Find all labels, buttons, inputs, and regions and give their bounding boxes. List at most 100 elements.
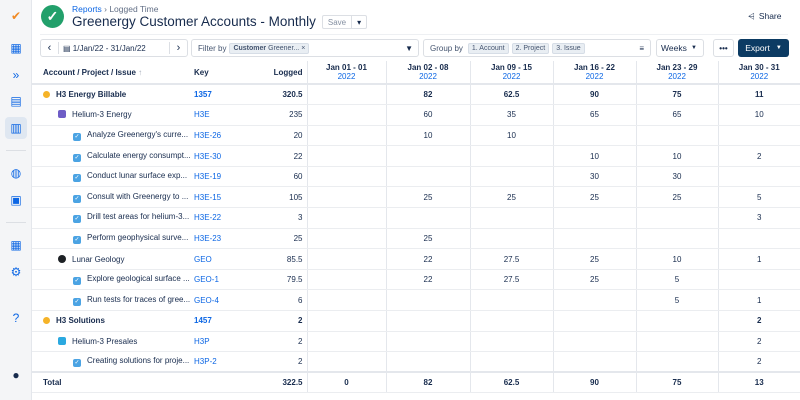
week-cell[interactable]: 25 [385, 186, 470, 209]
user-icon[interactable]: ▣ [10, 193, 22, 207]
week-cell[interactable] [552, 331, 636, 353]
sort-icon[interactable]: ↑ [138, 67, 143, 77]
week-cell[interactable] [717, 125, 800, 147]
week-cell[interactable] [306, 228, 386, 250]
table-row-account[interactable]: H3 Solutions 1457 2 2 [32, 310, 800, 332]
week-cell[interactable]: 10 [717, 104, 800, 126]
app-logo-icon[interactable]: ✔ [10, 9, 22, 23]
save-button[interactable]: Save [327, 17, 347, 27]
week-cell[interactable]: 2 [717, 145, 800, 167]
week-cell[interactable] [306, 351, 386, 373]
calendar-icon[interactable]: ▦ [10, 41, 22, 55]
week-cell[interactable]: 65 [635, 104, 718, 126]
table-row-project[interactable]: Helium-3 Energy H3E 235 60 35 65 65 10 [32, 104, 800, 126]
table-row-project[interactable]: Helium-3 Presales H3P 2 2 [32, 331, 800, 353]
week-cell[interactable] [717, 166, 800, 188]
week-cell[interactable]: 2 [717, 351, 800, 373]
week-cell[interactable] [469, 145, 553, 167]
column-header-name[interactable]: Account / Project / Issue ↑ [32, 61, 190, 85]
week-cell[interactable] [552, 351, 636, 373]
week-cell[interactable]: 30 [552, 166, 636, 188]
settings-icon[interactable]: ⚙ [10, 265, 22, 279]
week-cell[interactable] [469, 331, 553, 353]
fast-forward-icon[interactable]: » [12, 68, 20, 82]
week-cell[interactable] [306, 166, 386, 188]
table-row-account[interactable]: H3 Energy Billable 1357 320.5 82 62.5 90 75 11 [32, 84, 800, 106]
week-cell[interactable]: 27.5 [469, 269, 553, 291]
reports-icon[interactable]: ▥ [5, 117, 27, 139]
help-icon[interactable]: ? [12, 311, 20, 325]
week-cell[interactable] [635, 228, 718, 250]
week-cell[interactable] [469, 166, 553, 188]
filter-icon[interactable]: ▼ [405, 43, 413, 53]
week-cell[interactable]: 27.5 [469, 248, 553, 270]
week-cell[interactable]: 10 [635, 248, 718, 270]
week-cell[interactable] [469, 207, 553, 229]
group-by-bar[interactable]: Group by 1. Account 2. Project 3. Issue … [423, 39, 651, 57]
issue-name[interactable]: Consult with Greenergy to ... [87, 191, 189, 201]
key-link[interactable]: H3E-26 [194, 130, 222, 140]
project-name[interactable]: Lunar Geology [72, 254, 125, 264]
column-header-logged[interactable]: Logged [245, 61, 307, 85]
key-link[interactable]: H3E-15 [194, 192, 222, 202]
week-cell[interactable] [469, 228, 553, 250]
week-cell[interactable] [385, 351, 470, 373]
week-cell[interactable] [385, 145, 470, 167]
week-cell[interactable] [385, 331, 470, 353]
key-link[interactable]: H3P-2 [194, 357, 217, 367]
week-cell[interactable] [385, 207, 470, 229]
key-link[interactable]: 1357 [194, 90, 212, 100]
week-cell[interactable]: 10 [469, 125, 553, 147]
period-select[interactable]: Weeks ▼ [656, 39, 704, 57]
week-cell[interactable] [306, 289, 386, 312]
key-link[interactable]: GEO [194, 254, 212, 264]
week-cell[interactable] [306, 248, 386, 270]
week-cell[interactable] [552, 125, 636, 147]
week-cell[interactable]: 25 [552, 248, 636, 270]
week-cell[interactable] [306, 331, 386, 353]
week-cell[interactable]: 62.5 [469, 84, 553, 106]
week-cell[interactable]: 25 [552, 186, 636, 209]
project-name[interactable]: Helium-3 Energy [72, 110, 132, 120]
key-link[interactable]: H3E-22 [194, 213, 222, 223]
week-cell[interactable] [385, 166, 470, 188]
table-row-issue[interactable]: ✓ Analyze Greenergy's curre... H3E-26 20 10 1… [32, 125, 800, 147]
issue-name[interactable]: Analyze Greenergy's curre... [87, 129, 189, 139]
week-cell[interactable] [306, 207, 386, 229]
issue-name[interactable]: Conduct lunar surface exp... [87, 171, 188, 181]
week-cell[interactable] [717, 269, 800, 291]
key-link[interactable]: GEO-1 [194, 275, 219, 285]
week-cell[interactable] [469, 351, 553, 373]
pin-icon[interactable]: ● [12, 368, 20, 382]
week-cell[interactable] [385, 310, 470, 332]
week-cell[interactable]: 10 [385, 125, 470, 147]
folder-chart-icon[interactable]: ▤ [10, 94, 22, 108]
week-cell[interactable] [469, 289, 553, 312]
table-row-project[interactable]: Lunar Geology GEO 85.5 22 27.5 25 10 1 [32, 248, 800, 270]
week-cell[interactable] [385, 289, 470, 312]
filter-bar[interactable]: Filter by Customer Greener... × ▼ [191, 39, 419, 57]
account-name[interactable]: H3 Energy Billable [56, 90, 127, 100]
key-link[interactable]: H3E-19 [194, 172, 222, 182]
group-chip-project[interactable]: 2. Project [511, 42, 550, 54]
breadcrumb-reports[interactable]: Reports [72, 4, 102, 14]
table-row-issue[interactable]: ✓ Conduct lunar surface exp... H3E-19 60 30 3… [32, 166, 800, 188]
week-cell[interactable] [306, 125, 386, 147]
week-cell[interactable]: 5 [717, 186, 800, 209]
week-cell[interactable] [635, 310, 718, 332]
week-cell[interactable]: 10 [635, 145, 718, 167]
apps-icon[interactable]: ▦ [10, 238, 22, 252]
remove-filter-icon[interactable]: × [301, 44, 306, 52]
week-cell[interactable] [635, 331, 718, 353]
date-range-field[interactable]: ▤ 1/Jan/22 - 31/Jan/22 [63, 43, 146, 53]
week-cell[interactable]: 75 [635, 84, 718, 106]
week-cell[interactable]: 25 [469, 186, 553, 209]
column-header-key[interactable]: Key [190, 61, 245, 85]
week-cell[interactable] [306, 269, 386, 291]
key-link[interactable]: H3P [194, 336, 210, 346]
week-cell[interactable]: 1 [717, 289, 800, 312]
week-cell[interactable] [552, 310, 636, 332]
week-cell[interactable] [469, 310, 553, 332]
week-cell[interactable] [306, 104, 386, 126]
issue-name[interactable]: Calculate energy consumpt... [87, 150, 190, 160]
